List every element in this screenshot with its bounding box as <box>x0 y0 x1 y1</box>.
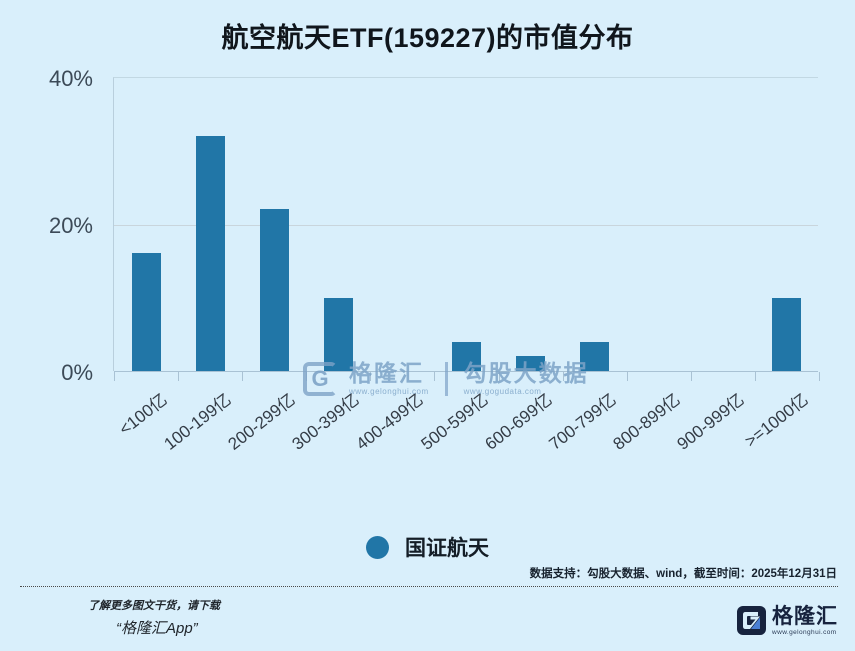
y-tick-20: 20% <box>48 213 93 238</box>
promo-text-line1: 了解更多图文干货，请下载 <box>88 600 220 612</box>
app-promo: 了解更多图文干货，请下载 “格隆汇App” <box>88 597 220 638</box>
gelonghui-logo-icon <box>737 606 766 635</box>
x-axis-tick <box>562 372 564 381</box>
x-axis-tick <box>690 372 692 381</box>
x-axis-tick <box>178 372 180 381</box>
x-axis-line <box>114 371 818 372</box>
bar->=1000亿 <box>772 297 802 371</box>
x-axis-tick <box>434 372 436 381</box>
gelonghui-brand-lockup: 格隆汇 www.gelonghui.com <box>737 606 838 637</box>
legend-series-label: 国证航天 <box>405 537 489 560</box>
bar-600-699亿 <box>516 356 546 371</box>
x-axis-tick <box>754 372 756 381</box>
bar-700-799亿 <box>580 341 610 371</box>
legend-marker-icon <box>366 535 389 559</box>
chart-title: 航空航天ETF(159227)的市值分布 <box>221 23 634 53</box>
x-axis-tick <box>370 372 372 381</box>
x-axis-tick <box>114 372 115 381</box>
footer-divider <box>20 586 838 587</box>
promo-text-line2: “格隆汇App” <box>116 620 198 637</box>
bar-<100亿 <box>131 253 161 371</box>
gridline-20pct <box>114 224 818 226</box>
plot-area: <100亿 100-199亿 200-299亿 300-399亿 400-499亿 500… <box>113 77 820 454</box>
x-axis-tick <box>626 372 628 381</box>
x-axis-tick <box>242 372 244 381</box>
x-axis-tick <box>306 372 308 381</box>
bar-100-199亿 <box>195 135 225 371</box>
bar-200-299亿 <box>259 209 289 371</box>
y-tick-40: 40% <box>48 66 93 91</box>
x-axis-tick <box>498 372 500 381</box>
bar-300-399亿 <box>323 297 353 371</box>
brand-url-text: www.gelonghui.com <box>772 629 837 636</box>
y-tick-0: 0% <box>61 360 93 385</box>
brand-name-text: 格隆汇 <box>772 605 838 628</box>
data-source-note: 数据支持：勾股大数据、wind，截至时间：2025年12月31日 <box>529 568 837 580</box>
x-axis-tick <box>819 372 820 381</box>
bar-500-599亿 <box>452 341 481 371</box>
legend: 国证航天 <box>0 532 855 562</box>
